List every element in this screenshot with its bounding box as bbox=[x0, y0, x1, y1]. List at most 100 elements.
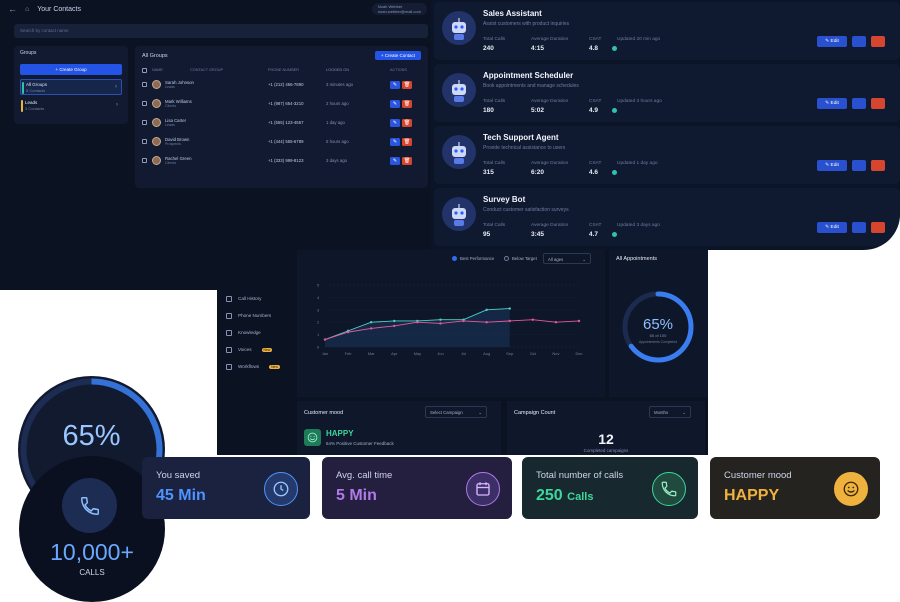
sidebar-item[interactable]: Knowledge bbox=[217, 324, 292, 341]
agent-updated: Updated 20 min ago bbox=[617, 37, 661, 42]
settings-button[interactable] bbox=[852, 36, 866, 47]
y-tick-label: 4 bbox=[317, 295, 320, 300]
delete-trash-icon[interactable]: 🗑 bbox=[402, 118, 412, 127]
delete-trash-icon[interactable]: 🗑 bbox=[402, 99, 412, 108]
legend-best: Best Performance bbox=[452, 256, 494, 261]
data-point bbox=[485, 308, 488, 311]
delete-trash-icon[interactable]: 🗑 bbox=[402, 156, 412, 165]
calls-label: Total Calls bbox=[483, 99, 506, 104]
csat-value: 4.6 bbox=[589, 169, 599, 176]
settings-button[interactable] bbox=[852, 160, 866, 171]
edit-pencil-icon[interactable]: ✎ bbox=[390, 99, 400, 108]
delete-button[interactable] bbox=[871, 160, 885, 171]
table-row[interactable]: Sarah Johnson Leads +1 (212) 456-7890 3 min… bbox=[135, 75, 428, 94]
data-point bbox=[369, 327, 373, 330]
csat-value: 4.8 bbox=[589, 45, 599, 52]
robot-avatar-icon bbox=[442, 197, 476, 231]
line-chart: 0 1 2 3 4 5 Jan Feb Mar Apr May Jun Jul Aug Sep Oct Nov D… bbox=[317, 283, 583, 357]
settings-button[interactable] bbox=[852, 222, 866, 233]
avatar bbox=[152, 99, 161, 108]
duration-value: 4:15 bbox=[531, 45, 545, 52]
sidebar-item[interactable]: Workflows New bbox=[217, 358, 292, 375]
group-item-all[interactable]: All Groups 5 Contacts › bbox=[20, 79, 122, 95]
months-select[interactable]: Months ⌄ bbox=[649, 406, 691, 418]
x-tick-label: Feb bbox=[345, 351, 353, 356]
delete-button[interactable] bbox=[871, 98, 885, 109]
edit-pencil-icon[interactable]: ✎ bbox=[390, 118, 400, 127]
row-checkbox[interactable] bbox=[142, 158, 147, 163]
duration-label: Average Duration bbox=[531, 223, 569, 228]
group-item-leads[interactable]: Leads 3 Contacts › bbox=[20, 98, 122, 114]
calls-value: 10,000+ bbox=[50, 539, 134, 565]
sidebar-item[interactable]: Phone Numbers bbox=[217, 307, 292, 324]
sidebar-item[interactable]: Call History bbox=[217, 290, 292, 307]
campaign-title: Campaign Count bbox=[514, 410, 556, 416]
contact-logged: 3 days ago bbox=[326, 158, 348, 163]
row-checkbox[interactable] bbox=[142, 139, 147, 144]
new-badge: New bbox=[261, 347, 273, 352]
contact-name-cell: Sarah Johnson Leads bbox=[152, 80, 268, 89]
edit-button[interactable]: ✎ Edit bbox=[817, 98, 847, 109]
row-checkbox[interactable] bbox=[142, 82, 147, 87]
calls-label: Total Calls bbox=[483, 37, 506, 42]
data-point bbox=[393, 319, 396, 323]
table-row[interactable]: Rachel Green Clients +1 (333) 999-8123 3 da… bbox=[135, 151, 428, 170]
create-group-button[interactable]: + Create Group bbox=[20, 64, 122, 75]
agent-card: Appointment Scheduler Book appointments a… bbox=[434, 64, 900, 122]
edit-pencil-icon[interactable]: ✎ bbox=[390, 156, 400, 165]
smiley-icon bbox=[304, 429, 321, 446]
account-chip[interactable]: Noah Webber noah.webber@mail.com bbox=[371, 3, 427, 15]
edit-pencil-icon[interactable]: ✎ bbox=[390, 80, 400, 89]
calls-value: 240 bbox=[483, 45, 494, 52]
row-checkbox[interactable] bbox=[142, 101, 147, 106]
period-select[interactable]: All ages ⌄ bbox=[543, 253, 591, 264]
back-arrow-icon[interactable]: ← bbox=[8, 4, 17, 14]
agent-desc: Book appointments and manage schedules bbox=[483, 83, 579, 89]
duration-value: 3:45 bbox=[531, 231, 545, 238]
duration-value: 5:02 bbox=[531, 107, 545, 114]
sidebar-item[interactable]: Voices New bbox=[217, 341, 292, 358]
data-point bbox=[531, 318, 535, 321]
duration-value: 6:20 bbox=[531, 169, 545, 176]
series-area bbox=[325, 308, 510, 347]
data-point bbox=[439, 318, 442, 321]
data-point bbox=[323, 338, 327, 341]
stat-card: Avg. call time 5 Min bbox=[322, 457, 512, 519]
settings-button[interactable] bbox=[852, 98, 866, 109]
contact-group: Leads bbox=[165, 123, 175, 127]
x-tick-label: Nov bbox=[552, 351, 559, 356]
delete-button[interactable] bbox=[871, 222, 885, 233]
delete-button[interactable] bbox=[871, 36, 885, 47]
table-row[interactable]: Mark Williams Clients +1 (987) 654-3210 2 h… bbox=[135, 94, 428, 113]
table-row[interactable]: Lisa Carter Leads +1 (555) 123-4567 1 day a… bbox=[135, 113, 428, 132]
create-contact-button[interactable]: + Create Contact bbox=[374, 51, 421, 60]
edit-pencil-icon[interactable]: ✎ bbox=[390, 137, 400, 146]
contacts-table-panel: All Groups + Create Contact NAME CONTACT… bbox=[135, 46, 428, 188]
contact-name: Lisa Carter bbox=[165, 118, 187, 123]
y-tick-label: 3 bbox=[317, 307, 320, 312]
data-point bbox=[485, 321, 488, 324]
select-all-checkbox[interactable] bbox=[142, 67, 147, 73]
nav-icon bbox=[226, 329, 232, 336]
contacts-search-input[interactable]: Search by contact name bbox=[14, 24, 428, 38]
stat-label: Avg. call time bbox=[336, 470, 393, 481]
delete-trash-icon[interactable]: 🗑 bbox=[402, 80, 412, 89]
row-checkbox[interactable] bbox=[142, 120, 147, 125]
avatar bbox=[152, 156, 161, 165]
avatar bbox=[152, 137, 161, 146]
agent-desc: Provide technical assistance to users bbox=[483, 145, 566, 151]
table-row[interactable]: David Brown Prospects +1 (444) 555-6789 5 h… bbox=[135, 132, 428, 151]
data-point bbox=[346, 330, 350, 334]
delete-trash-icon[interactable]: 🗑 bbox=[402, 137, 412, 146]
edit-button[interactable]: ✎ Edit bbox=[817, 36, 847, 47]
x-tick-label: Oct bbox=[530, 351, 537, 356]
contact-name-cell: Mark Williams Clients bbox=[152, 99, 268, 108]
edit-button[interactable]: ✎ Edit bbox=[817, 222, 847, 233]
gauge-percent: 65% bbox=[62, 420, 121, 452]
campaign-select[interactable]: Select Campaign ⌄ bbox=[425, 406, 487, 418]
calls-label: Total Calls bbox=[483, 161, 506, 166]
agent-updated: Updated 1 day ago bbox=[617, 161, 658, 166]
status-dot bbox=[612, 170, 617, 175]
contact-name: David Brown bbox=[165, 137, 190, 142]
edit-button[interactable]: ✎ Edit bbox=[817, 160, 847, 171]
